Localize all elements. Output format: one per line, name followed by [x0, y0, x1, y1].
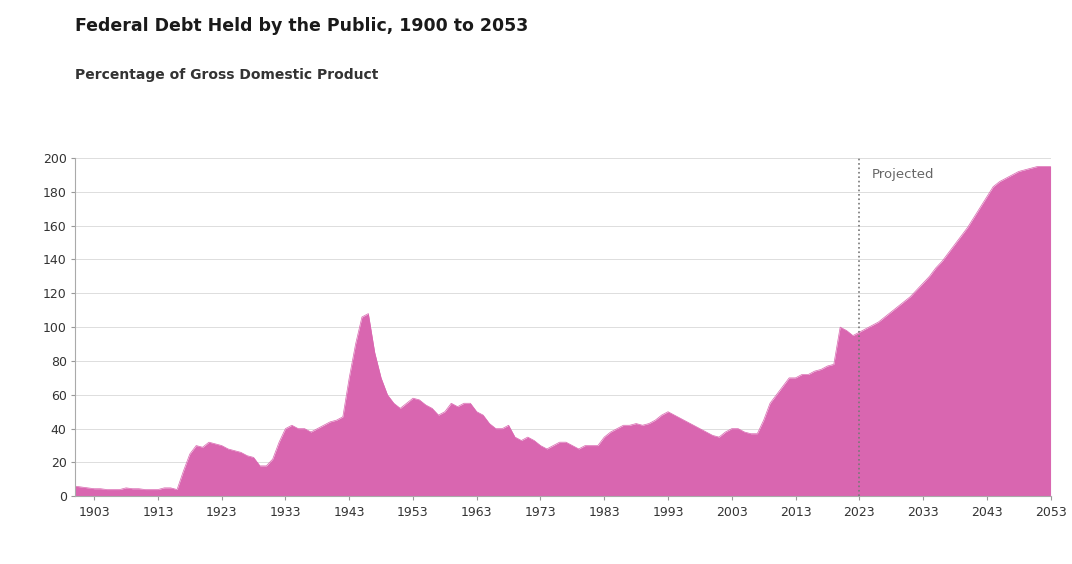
Text: Percentage of Gross Domestic Product: Percentage of Gross Domestic Product	[75, 68, 378, 82]
Text: Projected: Projected	[872, 168, 935, 181]
Text: Federal Debt Held by the Public, 1900 to 2053: Federal Debt Held by the Public, 1900 to…	[75, 17, 528, 35]
